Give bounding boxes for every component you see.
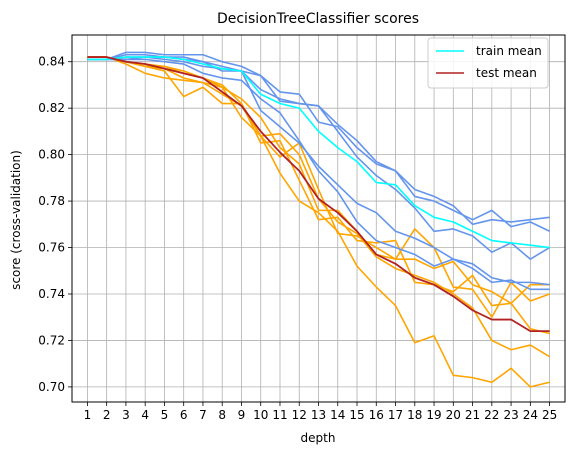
y-tick-label: 0.80 [38, 148, 65, 162]
legend-label-test-mean: test mean [476, 66, 537, 80]
x-tick-label: 13 [311, 408, 326, 422]
x-tick-label: 17 [388, 408, 403, 422]
y-tick-label: 0.82 [38, 101, 65, 115]
x-axis-label: depth [301, 431, 336, 445]
y-tick-label: 0.72 [38, 333, 65, 347]
chart-title: DecisionTreeClassifier scores [217, 11, 419, 27]
test-mean-line [87, 56, 550, 333]
x-tick-label: 4 [141, 408, 149, 422]
y-tick-label: 0.78 [38, 194, 65, 208]
test-fold-line-2 [87, 56, 550, 335]
series-layer [87, 51, 551, 388]
test-fold-line-3 [87, 56, 550, 319]
x-tick-label: 9 [238, 408, 246, 422]
x-tick-label: 11 [272, 408, 287, 422]
x-tick-label: 21 [465, 408, 480, 422]
x-tick-label: 22 [484, 408, 499, 422]
legend: train mean test mean [427, 37, 549, 89]
test-fold-line-4 [87, 56, 550, 388]
y-tick-label: 0.74 [38, 287, 65, 301]
legend-label-train-mean: train mean [476, 44, 542, 58]
y-tick-label: 0.70 [38, 380, 65, 394]
grid [72, 35, 565, 402]
x-tick-label: 18 [407, 408, 422, 422]
x-tick-label: 2 [103, 408, 111, 422]
x-tick-label: 19 [426, 408, 441, 422]
y-tick-label: 0.84 [38, 55, 65, 69]
x-tick-label: 3 [122, 408, 130, 422]
x-tick-label: 1 [84, 408, 92, 422]
x-tick-label: 10 [253, 408, 268, 422]
x-axis: 1 2 3 4 5 6 7 8 9 10 11 12 13 14 15 16 17 18 19 20 21 22 23 24 2… [84, 402, 557, 422]
x-tick-label: 20 [446, 408, 461, 422]
x-tick-label: 8 [218, 408, 226, 422]
x-tick-label: 7 [199, 408, 207, 422]
train-mean-line [87, 56, 550, 249]
y-axis-label: score (cross-validation) [9, 150, 23, 290]
x-tick-label: 25 [542, 408, 557, 422]
x-tick-label: 23 [503, 408, 518, 422]
train-fold-line-1 [87, 51, 550, 226]
x-tick-label: 12 [292, 408, 307, 422]
x-tick-label: 15 [349, 408, 364, 422]
x-tick-label: 24 [523, 408, 538, 422]
y-tick-label: 0.76 [38, 241, 65, 255]
x-tick-label: 5 [161, 408, 169, 422]
x-tick-label: 14 [330, 408, 345, 422]
x-tick-label: 16 [369, 408, 384, 422]
train-fold-line-4 [87, 56, 550, 286]
train-fold-line-5 [87, 58, 550, 291]
x-tick-label: 6 [180, 408, 188, 422]
y-axis: 0.70 0.72 0.74 0.76 0.78 0.80 0.82 0.84 [38, 55, 72, 394]
